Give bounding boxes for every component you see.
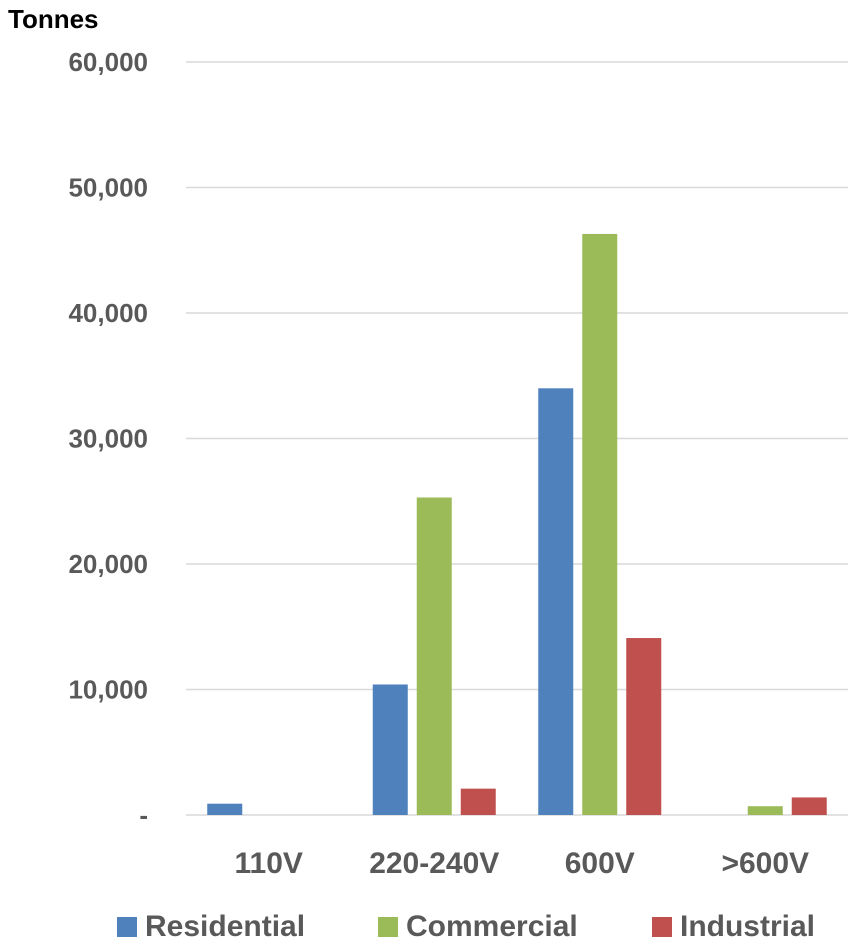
y-tick-label: - xyxy=(139,800,148,830)
bars xyxy=(207,233,827,815)
y-tick-label: 40,000 xyxy=(68,298,148,328)
gridlines xyxy=(186,61,848,816)
bar-residential-2 xyxy=(538,388,574,815)
bar-chart: - 10,000 20,000 30,000 40,000 50,000 60,000 11… xyxy=(68,47,848,880)
bar-industrial-2 xyxy=(626,638,662,815)
bar-commercial-1 xyxy=(416,497,452,815)
x-tick-label: 600V xyxy=(565,847,635,880)
x-tick-labels: 110V 220-240V 600V >600V xyxy=(235,847,810,880)
y-tick-label: 50,000 xyxy=(68,173,148,203)
x-tick-label: 110V xyxy=(235,847,303,880)
x-tick-label: >600V xyxy=(721,847,809,880)
bar-commercial-3 xyxy=(747,806,783,815)
y-tick-label: 60,000 xyxy=(68,47,148,77)
bar-residential-0 xyxy=(207,803,243,815)
x-tick-label: 220-240V xyxy=(369,847,499,880)
y-tick-labels: - 10,000 20,000 30,000 40,000 50,000 60,000 xyxy=(68,47,148,830)
bar-residential-1 xyxy=(372,684,408,815)
legend-swatch-industrial xyxy=(652,917,672,937)
legend-label-industrial: Industrial xyxy=(680,910,816,943)
legend-item-residential: Residential xyxy=(117,910,305,944)
y-tick-label: 30,000 xyxy=(68,424,148,454)
y-tick-label: 20,000 xyxy=(68,549,148,579)
y-tick-label: 10,000 xyxy=(68,675,148,705)
bar-industrial-3 xyxy=(791,797,827,815)
y-axis-title: Tonnes xyxy=(8,4,99,34)
legend: Residential Commercial Industrial xyxy=(0,910,852,946)
bar-commercial-2 xyxy=(582,233,618,815)
legend-label-commercial: Commercial xyxy=(406,910,578,943)
legend-item-commercial: Commercial xyxy=(378,910,578,944)
legend-item-industrial: Industrial xyxy=(652,910,815,944)
legend-label-residential: Residential xyxy=(145,910,306,943)
legend-swatch-commercial xyxy=(378,917,398,937)
bar-industrial-1 xyxy=(460,788,496,815)
legend-swatch-residential xyxy=(117,917,137,937)
